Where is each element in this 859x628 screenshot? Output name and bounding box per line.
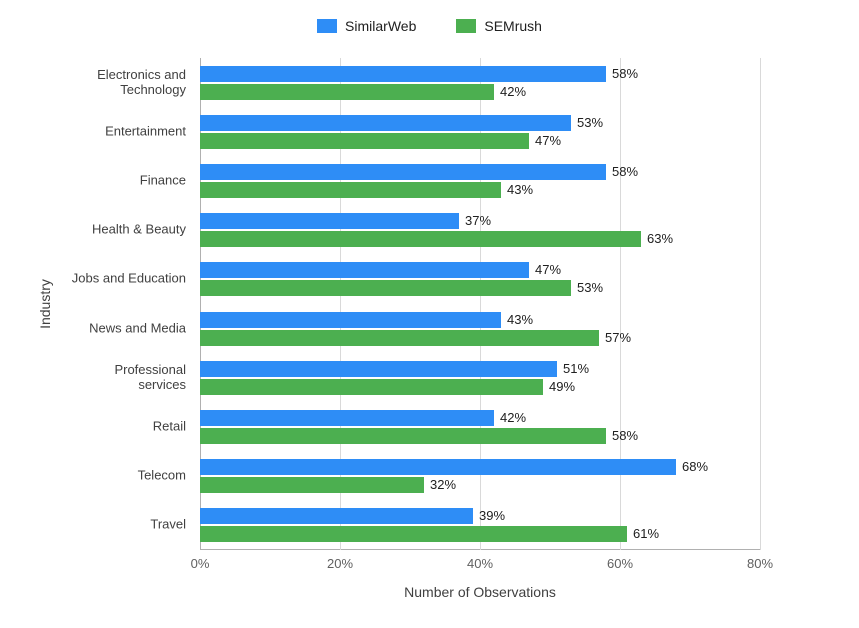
legend-swatch-semrush <box>456 19 476 33</box>
category-label: Jobs and Education <box>66 272 186 287</box>
category-label: Professional services <box>66 363 186 393</box>
bar-semrush <box>200 526 627 542</box>
bar-similarweb <box>200 312 501 328</box>
bar-value-label: 58% <box>612 428 638 443</box>
bar-similarweb <box>200 361 557 377</box>
y-axis-title: Industry <box>37 279 53 329</box>
bar-value-label: 39% <box>479 508 505 523</box>
bar-value-label: 37% <box>465 213 491 228</box>
category-label: Entertainment <box>66 124 186 139</box>
grid-line <box>480 58 481 550</box>
bar-similarweb <box>200 164 606 180</box>
bar-value-label: 47% <box>535 133 561 148</box>
category-label: Health & Beauty <box>66 223 186 238</box>
bar-similarweb <box>200 410 494 426</box>
bar-semrush <box>200 379 543 395</box>
x-tick-label: 60% <box>607 556 633 571</box>
bar-value-label: 42% <box>500 84 526 99</box>
x-tick-label: 80% <box>747 556 773 571</box>
bar-similarweb <box>200 459 676 475</box>
bar-semrush <box>200 330 599 346</box>
bar-value-label: 53% <box>577 115 603 130</box>
bar-similarweb <box>200 66 606 82</box>
bar-value-label: 61% <box>633 526 659 541</box>
grid-line <box>760 58 761 550</box>
bar-value-label: 63% <box>647 231 673 246</box>
bar-similarweb <box>200 213 459 229</box>
category-label: Telecom <box>66 469 186 484</box>
x-axis-title: Number of Observations <box>404 584 556 600</box>
grid-line <box>340 58 341 550</box>
y-axis-line <box>200 58 201 550</box>
legend: SimilarWeb SEMrush <box>0 18 859 34</box>
bar-semrush <box>200 182 501 198</box>
bar-value-label: 51% <box>563 361 589 376</box>
bar-semrush <box>200 280 571 296</box>
category-label: Travel <box>66 518 186 533</box>
legend-label-similarweb: SimilarWeb <box>345 18 416 34</box>
bar-value-label: 68% <box>682 459 708 474</box>
bar-value-label: 43% <box>507 182 533 197</box>
x-tick-label: 40% <box>467 556 493 571</box>
bar-value-label: 32% <box>430 477 456 492</box>
plot-area: Industry Number of Observations 0%20%40%… <box>200 58 760 550</box>
bar-value-label: 53% <box>577 280 603 295</box>
chart-container: SimilarWeb SEMrush Industry Number of Ob… <box>0 0 859 628</box>
legend-item-semrush: SEMrush <box>456 18 542 34</box>
category-label: Finance <box>66 174 186 189</box>
x-tick-label: 20% <box>327 556 353 571</box>
legend-label-semrush: SEMrush <box>484 18 542 34</box>
legend-swatch-similarweb <box>317 19 337 33</box>
bar-value-label: 49% <box>549 379 575 394</box>
bar-similarweb <box>200 115 571 131</box>
bar-semrush <box>200 231 641 247</box>
bar-value-label: 47% <box>535 262 561 277</box>
bar-similarweb <box>200 508 473 524</box>
grid-line <box>620 58 621 550</box>
bar-value-label: 58% <box>612 66 638 81</box>
bar-value-label: 43% <box>507 312 533 327</box>
bar-value-label: 57% <box>605 330 631 345</box>
category-label: Electronics and Technology <box>66 68 186 98</box>
bar-value-label: 58% <box>612 164 638 179</box>
legend-item-similarweb: SimilarWeb <box>317 18 416 34</box>
bar-semrush <box>200 133 529 149</box>
bar-value-label: 42% <box>500 410 526 425</box>
category-label: News and Media <box>66 321 186 336</box>
bar-semrush <box>200 477 424 493</box>
bar-similarweb <box>200 262 529 278</box>
bar-semrush <box>200 428 606 444</box>
category-label: Retail <box>66 420 186 435</box>
bar-semrush <box>200 84 494 100</box>
x-tick-label: 0% <box>191 556 210 571</box>
